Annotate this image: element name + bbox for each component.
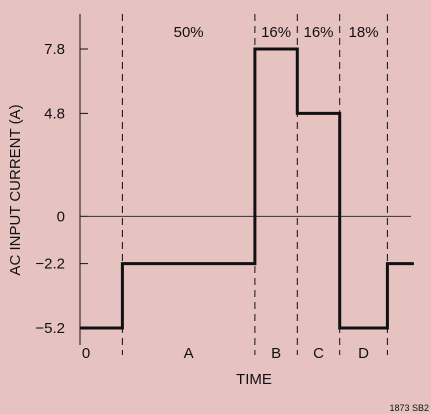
y-tick-label: 7.8 [44,41,65,58]
segment-label: D [358,345,369,362]
y-tick-label: −2.2 [35,256,65,273]
y-tick-label: 0 [57,208,65,225]
x-axis-title: TIME [236,371,272,388]
percent-label: 16% [303,24,333,41]
y-axis-title: AC INPUT CURRENT (A) [7,104,24,275]
percent-label: 16% [261,24,291,41]
y-tick-label: 4.8 [44,105,65,122]
y-tick-label: −5.2 [35,320,65,337]
segment-label: B [271,345,281,362]
percent-label: 50% [174,24,204,41]
segment-label: 0 [82,345,90,362]
plot-area: 7.8 4.8 0 −2.2 −5.2 50% 16% 16% 18% 0 A B C D [35,14,414,362]
figure-code: 1873 SB2 [389,403,429,413]
segment-label: A [184,345,194,362]
current-waveform [80,47,414,330]
segment-label: C [313,345,324,362]
percent-label: 18% [349,24,379,41]
